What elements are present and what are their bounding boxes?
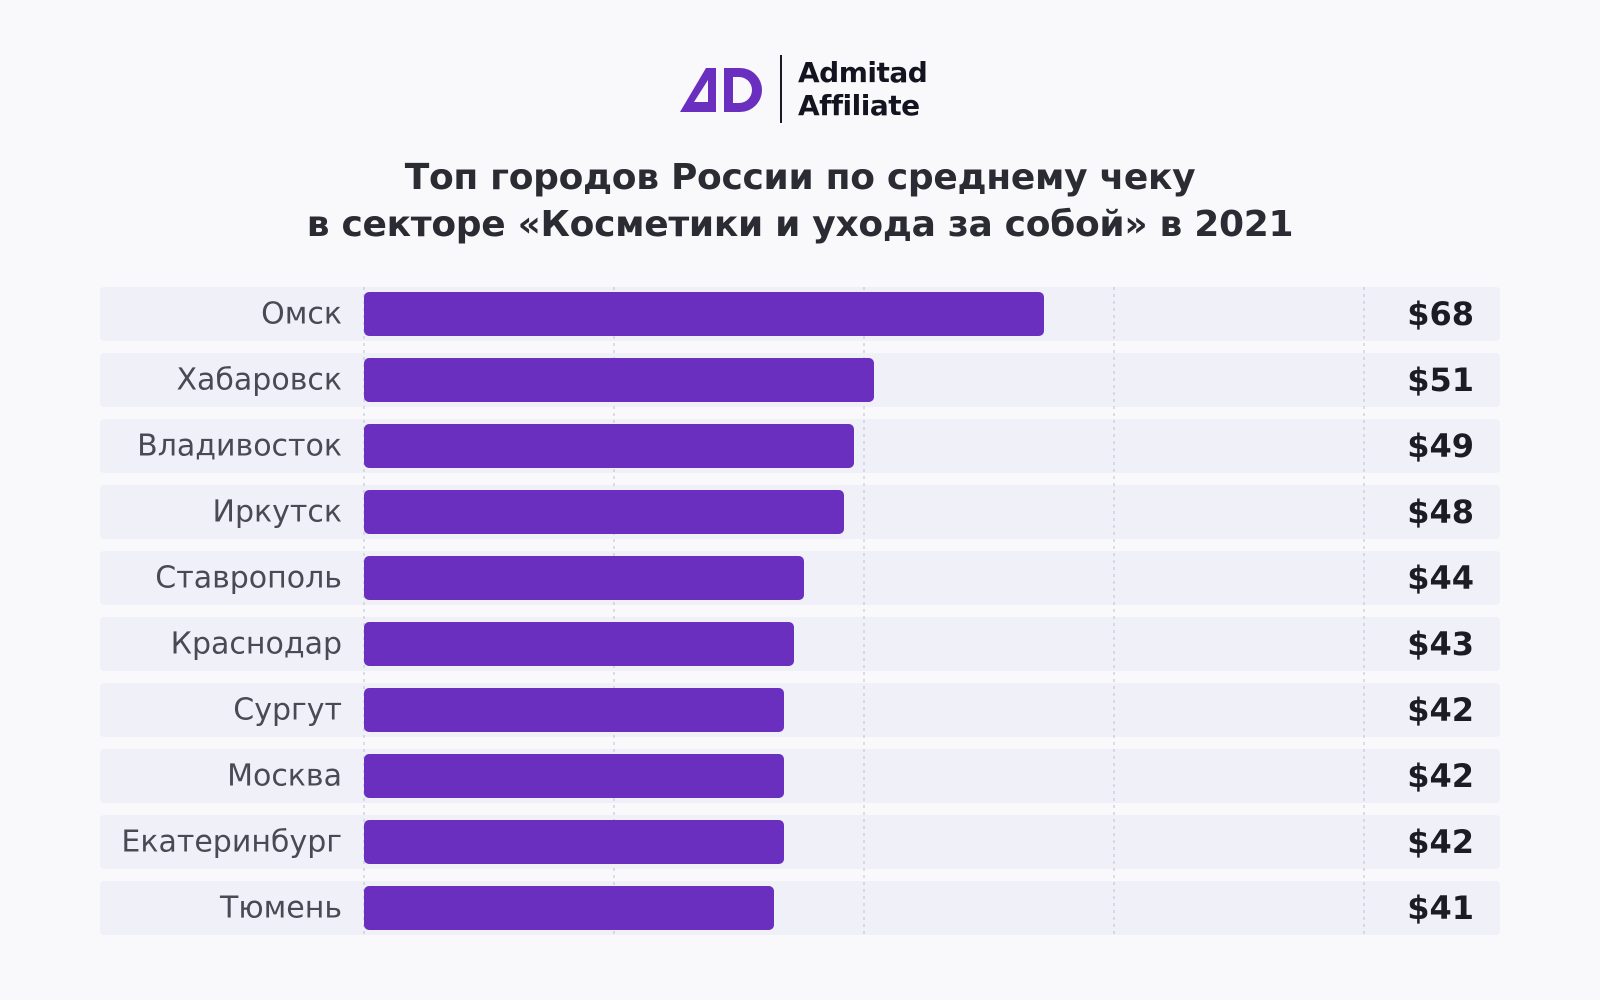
category-label: Ставрополь bbox=[155, 561, 342, 596]
logo-divider bbox=[780, 55, 782, 123]
bars bbox=[364, 292, 1044, 930]
value-label: $49 bbox=[1407, 427, 1474, 465]
bar bbox=[364, 490, 844, 534]
brand-name-line2: Affiliate bbox=[798, 89, 920, 122]
value-label: $42 bbox=[1407, 691, 1474, 729]
bar bbox=[364, 424, 854, 468]
category-label: Екатеринбург bbox=[121, 825, 342, 860]
chart-title-line2: в секторе «Косметики и ухода за собой» в… bbox=[306, 204, 1294, 245]
brand-logo: Admitad Affiliate bbox=[678, 54, 928, 124]
category-label: Омск bbox=[261, 297, 342, 332]
category-label: Краснодар bbox=[171, 627, 342, 662]
category-label: Сургут bbox=[233, 693, 342, 728]
bar bbox=[364, 358, 874, 402]
category-label: Москва bbox=[227, 759, 342, 794]
value-label: $48 bbox=[1407, 493, 1474, 531]
category-label: Владивосток bbox=[137, 429, 342, 464]
value-label: $51 bbox=[1407, 361, 1474, 399]
category-labels: Омск Хабаровск Владивосток Иркутск Ставропол… bbox=[121, 297, 342, 926]
bar bbox=[364, 886, 774, 930]
brand-name-line1: Admitad bbox=[798, 56, 928, 89]
admitad-logo-icon bbox=[680, 68, 762, 112]
value-label: $42 bbox=[1407, 757, 1474, 795]
brand-name: Admitad Affiliate bbox=[798, 56, 928, 122]
value-label: $43 bbox=[1407, 625, 1474, 663]
chart-title-line1: Топ городов России по среднему чеку bbox=[404, 157, 1196, 198]
bar bbox=[364, 622, 794, 666]
category-label: Тюмень bbox=[219, 891, 342, 926]
category-label: Иркутск bbox=[213, 495, 342, 530]
value-label: $44 bbox=[1407, 559, 1474, 597]
value-label: $41 bbox=[1407, 889, 1474, 927]
bar bbox=[364, 688, 784, 732]
value-label: $42 bbox=[1407, 823, 1474, 861]
bar bbox=[364, 292, 1044, 336]
value-label: $68 bbox=[1407, 295, 1474, 333]
chart-title: Топ городов России по среднему чеку в се… bbox=[0, 154, 1600, 248]
value-labels: $68 $51 $49 $48 $44 $43 $42 $42 $42 $41 bbox=[1407, 295, 1474, 927]
bar bbox=[364, 754, 784, 798]
bar bbox=[364, 556, 804, 600]
category-label: Хабаровск bbox=[176, 363, 342, 398]
bar bbox=[364, 820, 784, 864]
